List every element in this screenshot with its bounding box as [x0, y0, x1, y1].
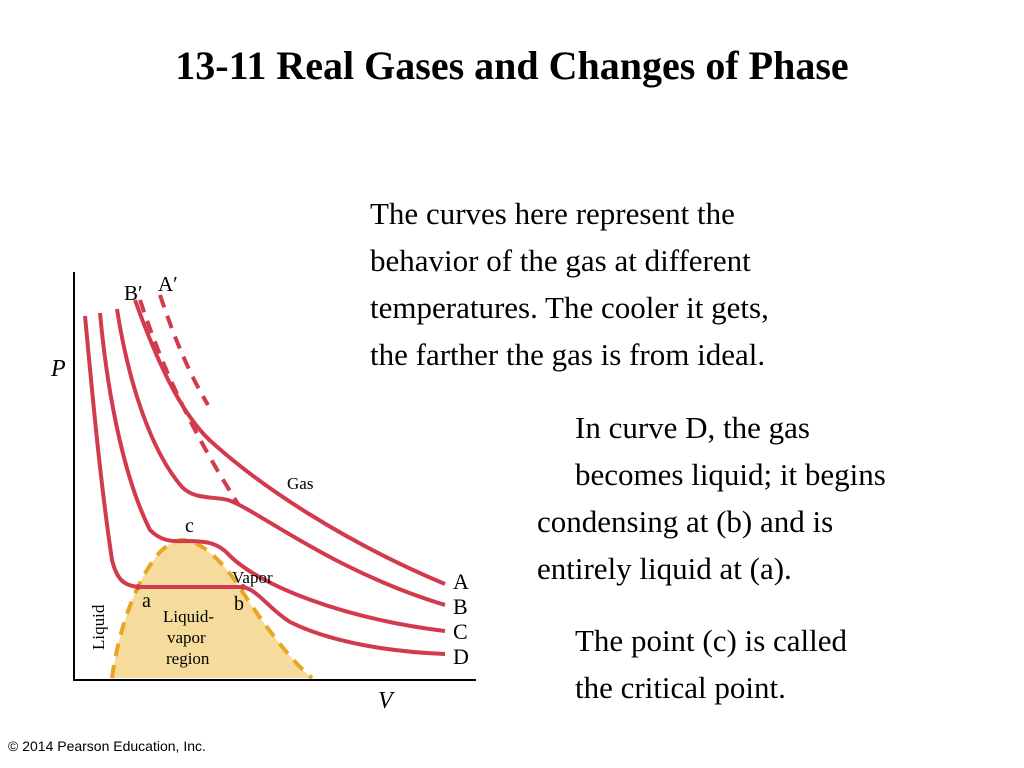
text-line: The curves here represent the	[370, 196, 735, 231]
curve-label-c: C	[453, 619, 468, 644]
label-a-prime: A′	[158, 272, 178, 296]
text-line: entirely liquid at (a).	[537, 551, 792, 586]
curve-b-prime	[138, 299, 240, 506]
label-vapor: Vapor	[232, 568, 273, 587]
text-line: behavior of the gas at different	[370, 243, 751, 278]
paragraph-curve-d: In curve D, the gas becomes liquid; it b…	[537, 404, 886, 592]
curve-b	[115, 308, 446, 607]
label-critical-point: c	[185, 515, 194, 537]
text-line: becomes liquid; it begins	[575, 457, 886, 492]
curve-a	[133, 299, 446, 586]
text-line: temperatures. The cooler it gets,	[370, 290, 769, 325]
slide-title: 13-11 Real Gases and Changes of Phase	[175, 43, 849, 88]
text-line: In curve D, the gas	[575, 410, 810, 445]
region-label-line1: Liquid-	[163, 607, 214, 626]
copyright-footer: © 2014 Pearson Education, Inc.	[8, 738, 206, 754]
label-b-prime: B′	[124, 281, 143, 305]
paragraph-curves-description: The curves here represent the behavior o…	[370, 190, 769, 378]
point-b-marker	[240, 584, 246, 590]
liquid-vapor-region	[112, 540, 312, 678]
text-line: the critical point.	[575, 670, 786, 705]
label-point-b: b	[234, 593, 244, 615]
label-gas: Gas	[287, 474, 313, 493]
curve-c	[98, 312, 446, 633]
curve-a-prime	[158, 294, 210, 407]
curve-label-d: D	[453, 644, 469, 669]
curve-label-b: B	[453, 594, 468, 619]
curve-label-a: A	[453, 569, 469, 594]
region-label-line3: region	[166, 649, 210, 668]
v-axis-label: V	[378, 688, 395, 714]
region-label-line2: vapor	[167, 628, 206, 647]
paragraph-critical-point: The point (c) is called the critical poi…	[575, 617, 847, 711]
label-liquid: Liquid	[89, 604, 108, 650]
label-point-a: a	[142, 590, 151, 612]
text-line: the farther the gas is from ideal.	[370, 337, 766, 372]
p-axis-label: P	[50, 356, 66, 382]
text-line: condensing at (b) and is	[537, 504, 834, 539]
text-line: The point (c) is called	[575, 623, 848, 658]
point-a-marker	[135, 584, 141, 590]
